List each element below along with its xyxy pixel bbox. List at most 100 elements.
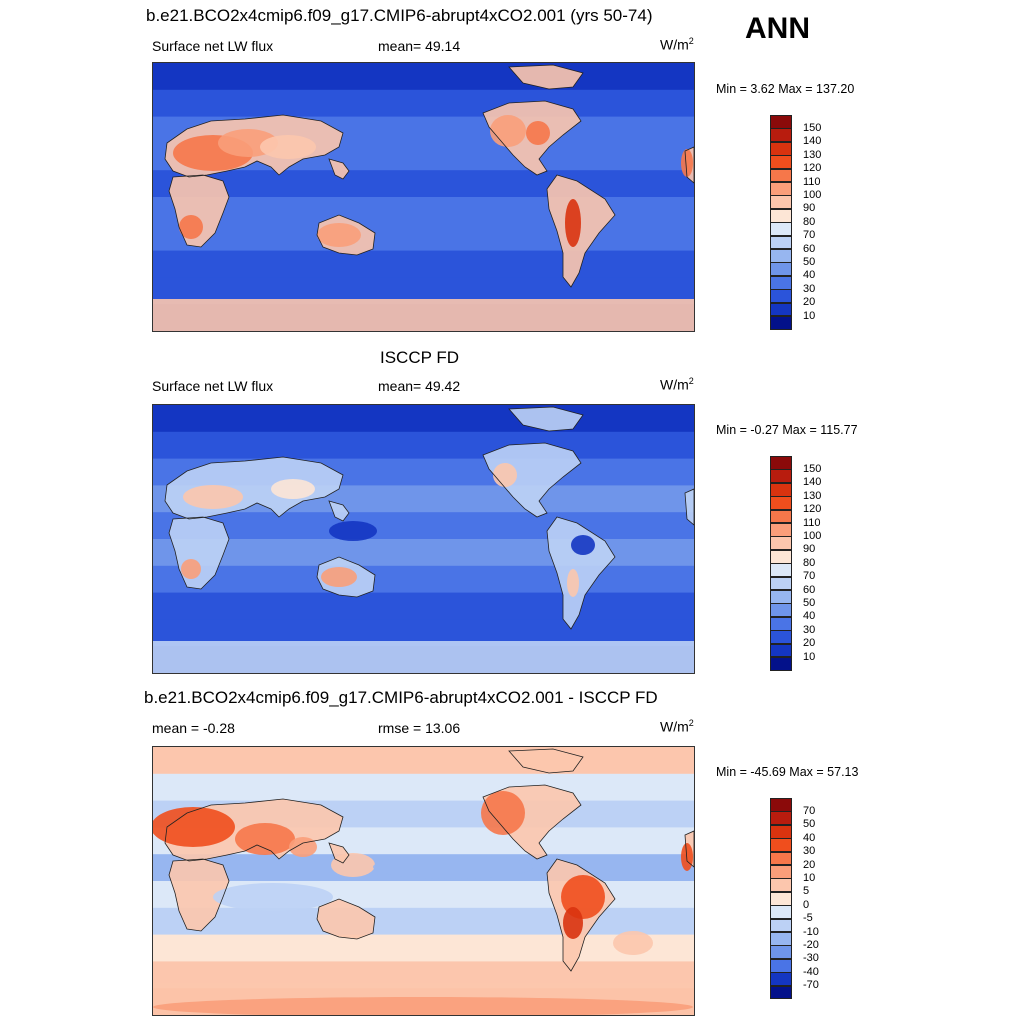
colorbar-label: -70 — [803, 979, 819, 992]
field-band — [153, 63, 694, 91]
panel-1-title: b.e21.BCO2x4cmip6.f09_g17.CMIP6-abrupt4x… — [146, 6, 653, 25]
field-anomaly — [213, 883, 333, 911]
colorbar-swatch — [770, 563, 792, 578]
colorbar-label: -40 — [803, 965, 819, 978]
coastline — [482, 442, 582, 518]
coastline — [508, 748, 584, 774]
field-anomaly — [181, 559, 201, 579]
field-band — [153, 747, 694, 775]
coastline — [508, 64, 584, 90]
season-label: ANN — [745, 12, 810, 45]
panel-2-minmax: Min = -0.27 Max = 115.77 — [716, 423, 858, 437]
colorbar-label: 70 — [803, 570, 816, 583]
colorbar-label: 20 — [803, 296, 816, 309]
colorbar-label: 150 — [803, 121, 822, 134]
panel-1-map — [152, 62, 695, 332]
coastline — [164, 114, 344, 178]
coastline — [328, 158, 350, 180]
colorbar-swatch — [770, 536, 792, 551]
colorbar-swatch — [770, 456, 792, 470]
colorbar-label: 40 — [803, 831, 816, 844]
colorbar-swatch — [770, 262, 792, 277]
panel-1-minmax: Min = 3.62 Max = 137.20 — [716, 82, 855, 96]
colorbar-label: 50 — [803, 818, 816, 831]
colorbar-swatch — [770, 958, 792, 973]
field-anomaly — [179, 215, 203, 239]
field-band — [153, 592, 694, 621]
colorbar-swatch — [770, 115, 792, 129]
colorbar-swatch — [770, 182, 792, 196]
panel-3-colorbar: 70 50 40 30 20 10 5 0 -5 -10 -20 -30 -40 -70 — [770, 798, 819, 1000]
panel-2-title: ISCCP FD — [380, 348, 460, 367]
coastline — [316, 556, 376, 598]
colorbar-swatch — [770, 603, 792, 618]
colorbar-label: 50 — [803, 596, 816, 609]
field-anomaly — [317, 223, 361, 247]
colorbar-label: 140 — [803, 476, 822, 489]
colorbar-swatch — [770, 496, 792, 511]
coastline — [684, 146, 694, 184]
colorbar-label: 70 — [803, 229, 816, 242]
field-anomaly — [373, 855, 533, 879]
colorbar-swatch — [770, 905, 792, 920]
colorbar-swatch — [770, 523, 792, 537]
colorbar-label: 140 — [803, 135, 822, 148]
colorbar-swatch — [770, 275, 792, 290]
coastline — [316, 214, 376, 256]
colorbar-swatch — [770, 576, 792, 591]
land-field — [329, 159, 349, 179]
coastline — [164, 456, 344, 520]
field-anomaly — [183, 485, 243, 509]
coastline — [316, 898, 376, 940]
colorbar-swatch — [770, 824, 792, 839]
colorbar-swatch — [770, 657, 792, 671]
colorbar-swatch — [770, 549, 792, 564]
colorbar-swatch — [770, 289, 792, 304]
colorbar-swatch — [770, 851, 792, 866]
coastline — [328, 500, 350, 522]
field-anomaly — [260, 135, 316, 159]
colorbar-label: 70 — [803, 804, 816, 817]
field-band — [153, 773, 694, 802]
coastline — [546, 174, 616, 288]
field-anomaly — [613, 931, 653, 955]
panel-1-mean: mean= 49.14 — [378, 38, 461, 54]
field-anomaly — [153, 997, 693, 1015]
colorbar-label: 120 — [803, 162, 822, 175]
colorbar-swatch — [770, 643, 792, 658]
field-anomaly — [153, 807, 235, 847]
colorbar-label: 50 — [803, 255, 816, 268]
land-field — [483, 443, 581, 517]
colorbar-swatch — [770, 891, 792, 906]
coastline — [168, 174, 230, 248]
field-anomaly — [571, 535, 595, 555]
colorbar-label: 30 — [803, 845, 816, 858]
colorbar-swatch — [770, 945, 792, 960]
field-band — [153, 512, 694, 540]
panel-2-map — [152, 404, 695, 674]
field-anomaly — [289, 837, 317, 857]
field-band — [153, 431, 694, 460]
colorbar-label: 30 — [803, 623, 816, 636]
colorbar-swatch — [770, 249, 792, 263]
colorbar-swatch — [770, 195, 792, 210]
colorbar-label: -20 — [803, 938, 819, 951]
panel-3-minmax: Min = -45.69 Max = 57.13 — [716, 765, 859, 779]
panel-3-mean: mean = -0.28 — [152, 720, 235, 736]
field-band — [153, 405, 694, 433]
colorbar-label: 10 — [803, 871, 816, 884]
colorbar-swatch — [770, 865, 792, 879]
colorbar-label: 60 — [803, 583, 816, 596]
panel-2-mean: mean= 49.42 — [378, 378, 461, 394]
colorbar-label: 80 — [803, 556, 816, 569]
coastline — [482, 784, 582, 860]
colorbar-label: 100 — [803, 529, 822, 542]
colorbar-swatch — [770, 155, 792, 170]
colorbar-swatch — [770, 316, 792, 330]
colorbar-label: 0 — [803, 898, 810, 911]
colorbar-swatch — [770, 798, 792, 812]
field-anomaly — [563, 907, 583, 939]
field-band — [153, 565, 694, 594]
field-band — [153, 250, 694, 279]
colorbar-label: 90 — [803, 543, 816, 556]
